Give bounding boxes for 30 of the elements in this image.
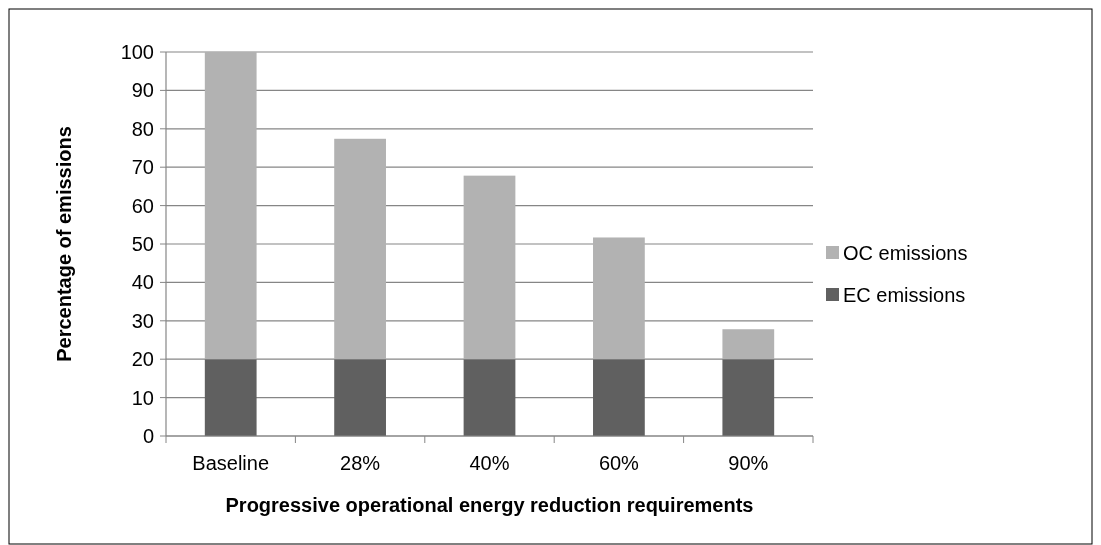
y-tick-label: 10 — [131, 386, 154, 409]
bar — [334, 359, 386, 436]
y-tick-label: 100 — [120, 41, 154, 63]
y-tick-label: 20 — [131, 348, 154, 371]
bar — [722, 329, 775, 360]
y-tick-label: 30 — [131, 309, 154, 332]
y-tick-label: 60 — [131, 194, 154, 217]
x-tick-label: 60% — [598, 452, 640, 474]
bar — [334, 138, 386, 360]
bar — [463, 359, 516, 436]
y-tick-label: 0 — [142, 425, 154, 447]
y-tick-label: 80 — [131, 117, 154, 140]
legend-label: EC emissions — [843, 284, 966, 306]
bar — [722, 359, 775, 436]
x-tick-label: 40% — [469, 452, 510, 474]
bar — [204, 52, 257, 360]
bar — [593, 237, 645, 360]
legend-label: OC emissions — [843, 242, 968, 264]
x-tick-label: Baseline — [192, 452, 270, 474]
y-tick-label: 40 — [131, 271, 154, 294]
y-tick-label: 50 — [131, 233, 154, 255]
bar — [204, 359, 257, 436]
x-tick-label: 90% — [728, 452, 769, 474]
bar — [463, 175, 516, 360]
bar — [593, 359, 645, 436]
y-tick-label: 90 — [131, 79, 154, 102]
x-axis-title: Progressive operational energy reduction requirements — [225, 494, 754, 516]
y-axis-title: Percentage of emissions — [53, 126, 75, 362]
x-tick-label: 28% — [340, 452, 381, 474]
y-tick-label: 70 — [131, 156, 154, 179]
